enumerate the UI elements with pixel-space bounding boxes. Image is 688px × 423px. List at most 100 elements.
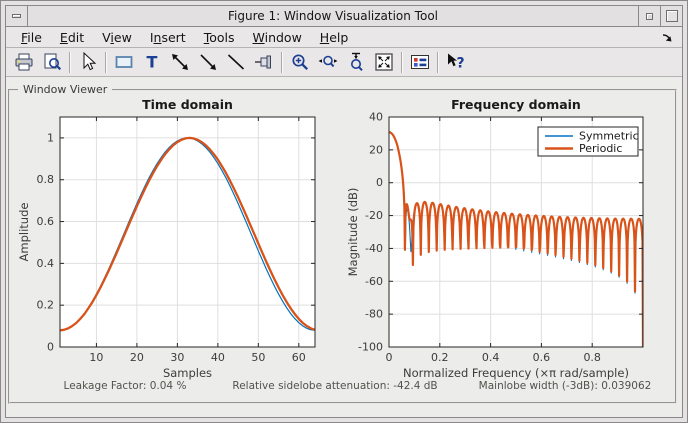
toolbar-separator (69, 51, 71, 73)
window-frame: Figure 1: Window Visualization Tool File… (5, 5, 683, 418)
toolbar-separator (437, 51, 439, 73)
status-mainlobe-width: Mainlobe width (-3dB): 0.039062 (478, 380, 652, 392)
zoom-y-button[interactable] (342, 50, 370, 75)
print-preview-button[interactable] (38, 50, 66, 75)
legend-icon (411, 55, 429, 69)
dock-figure-arrow-icon (662, 34, 672, 42)
insert-arrow-icon (200, 54, 216, 70)
insert-rectangle-button[interactable] (110, 50, 138, 75)
insert-rectangle-icon (115, 56, 133, 68)
window-viewer-panel: Window Viewer (8, 83, 677, 404)
svg-text:-40: -40 (365, 242, 383, 255)
menu-file[interactable]: File (21, 29, 42, 45)
window-menu-icon (12, 14, 21, 18)
svg-text:0.6: 0.6 (37, 215, 55, 228)
menu-insert[interactable]: Insert (149, 29, 186, 45)
menu-items: File Edit View Insert Tools Window Help (12, 29, 357, 46)
maximize-button[interactable] (660, 6, 682, 26)
menu-tools[interactable]: Tools (203, 29, 235, 45)
restore-view-icon (375, 53, 393, 71)
restore-view-button[interactable] (370, 50, 398, 75)
titlebar[interactable]: Figure 1: Window Visualization Tool (6, 6, 682, 27)
svg-text:Periodic: Periodic (579, 142, 622, 155)
toolbar-separator (401, 51, 403, 73)
svg-text:1: 1 (47, 131, 54, 144)
svg-text:Symmetric: Symmetric (579, 130, 639, 143)
svg-text:Amplitude: Amplitude (17, 203, 31, 262)
pin-to-axes-icon (255, 55, 271, 69)
pin-to-axes-button[interactable] (250, 50, 278, 75)
svg-text:T: T (147, 53, 158, 72)
insert-text-button[interactable]: T (138, 50, 166, 75)
svg-text:0.6: 0.6 (533, 351, 551, 364)
insert-text-icon: T (147, 53, 158, 72)
whats-this-button[interactable]: ? (442, 50, 470, 75)
menubar: File Edit View Insert Tools Window Help (6, 27, 682, 48)
svg-text:30: 30 (170, 351, 184, 364)
svg-text:0: 0 (386, 351, 393, 364)
insert-double-arrow-button[interactable] (166, 50, 194, 75)
whats-this-icon: ? (448, 53, 465, 72)
print-icon (15, 53, 33, 71)
minimize-button[interactable] (638, 6, 660, 26)
insert-arrow-button[interactable] (194, 50, 222, 75)
insert-double-arrow-icon (172, 54, 188, 70)
menu-edit[interactable]: Edit (59, 29, 85, 45)
svg-text:Magnitude (dB): Magnitude (dB) (346, 188, 360, 277)
svg-text:0.2: 0.2 (37, 299, 55, 312)
menu-help[interactable]: Help (319, 29, 349, 45)
toolbar-separator (281, 51, 283, 73)
status-leakage-factor: Leakage Factor: 0.04 % (63, 380, 187, 392)
edit-plot-button[interactable] (74, 50, 102, 75)
svg-text:-100: -100 (358, 341, 383, 354)
svg-text:Frequency domain: Frequency domain (451, 97, 581, 112)
maximize-icon (665, 10, 678, 22)
svg-text:Samples: Samples (163, 366, 212, 380)
svg-text:Time domain: Time domain (142, 97, 233, 112)
toolbar: T (6, 48, 682, 77)
svg-text:10: 10 (89, 351, 103, 364)
menu-view[interactable]: View (102, 29, 132, 45)
insert-line-icon (227, 54, 245, 70)
svg-text:60: 60 (292, 351, 306, 364)
zoom-y-icon (351, 52, 363, 71)
svg-text:50: 50 (251, 351, 265, 364)
zoom-in-icon (292, 54, 309, 71)
svg-text:-60: -60 (365, 275, 383, 288)
svg-text:0.8: 0.8 (37, 173, 55, 186)
svg-text:?: ? (456, 56, 464, 72)
svg-text:-20: -20 (365, 209, 383, 222)
svg-text:Normalized Frequency (×π rad/: Normalized Frequency (×π rad/sample) (403, 366, 629, 380)
status-sidelobe-attenuation: Relative sidelobe attenuation: -42.4 dB (232, 380, 438, 392)
svg-text:0: 0 (376, 176, 383, 189)
print-preview-icon (44, 53, 62, 71)
window-title: Figure 1: Window Visualization Tool (228, 9, 438, 23)
toolbar-separator (105, 51, 107, 73)
svg-text:0.8: 0.8 (583, 351, 601, 364)
frequency-domain-axes[interactable]: 0 0.2 0.4 0.6 0.8 40 20 0 -20 -40 -60 -80 -100 Freque… (342, 93, 686, 395)
dock-figure-button[interactable] (659, 29, 675, 45)
svg-text:0: 0 (47, 341, 54, 354)
svg-text:40: 40 (211, 351, 225, 364)
figure-canvas: Window Viewer 10 20 30 40 50 60 0 0.2 0.4 0.6 0.8 1… (6, 77, 682, 417)
svg-text:0.2: 0.2 (431, 351, 449, 364)
svg-text:0.4: 0.4 (37, 257, 55, 270)
print-button[interactable] (10, 50, 38, 75)
edit-plot-pointer-icon (83, 51, 97, 71)
zoom-in-button[interactable] (286, 50, 314, 75)
zoom-x-icon (318, 55, 338, 68)
window-menu-button[interactable] (6, 6, 28, 26)
legend-button[interactable] (406, 50, 434, 75)
svg-text:0.4: 0.4 (482, 351, 500, 364)
svg-text:40: 40 (369, 111, 383, 124)
zoom-x-button[interactable] (314, 50, 342, 75)
menu-window[interactable]: Window (252, 29, 302, 45)
time-domain-axes[interactable]: 10 20 30 40 50 60 0 0.2 0.4 0.6 0.8 1 Time domain Sam… (14, 93, 348, 395)
panel-label: Window Viewer (18, 83, 113, 96)
insert-line-button[interactable] (222, 50, 250, 75)
svg-text:-80: -80 (365, 308, 383, 321)
svg-text:20: 20 (130, 351, 144, 364)
minimize-icon (646, 12, 653, 20)
svg-text:20: 20 (369, 143, 383, 156)
